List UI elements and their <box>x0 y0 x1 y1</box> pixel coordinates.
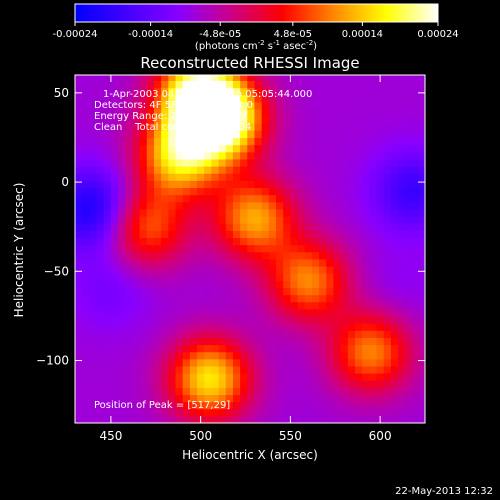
colorbar-units: (photons cm-2 s-1 asec-2) <box>195 39 317 52</box>
detectors-label: Detectors: 4F 5F 6F 7F 8F, Att 0 <box>94 100 253 111</box>
colorbar-tick-label: 0.00014 <box>342 29 383 40</box>
timestamp: 22-May-2013 12:32 <box>395 486 493 497</box>
x-axis-label: Heliocentric X (arcsec) <box>182 448 318 462</box>
peak-position-label: Position of Peak = [517,29] <box>94 400 230 411</box>
y-tick-label: 0 <box>61 175 69 189</box>
colorbar-tick-label: -4.8e-05 <box>199 29 241 40</box>
colorbar-ticks: -0.00024 -0.00014 -4.8e-05 4.8e-05 0.00014 0.… <box>53 22 459 40</box>
colorbar-tick-label: -0.00024 <box>53 29 98 40</box>
clean-counts-label: Clean Total counts: 1.88E+04 <box>94 122 251 133</box>
time-range-label: 1-Apr-2003 04:59:58.000 to 05:05:44.000 <box>103 89 312 100</box>
colorbar-tick-label: -0.00014 <box>128 29 173 40</box>
x-tick-label: 450 <box>99 429 122 443</box>
energy-range-label: Energy Range: 25.0 - 50.0 keV <box>94 111 247 122</box>
y-axis-label: Heliocentric Y (arcsec) <box>12 183 26 318</box>
colorbar-tick-label: 4.8e-05 <box>274 29 312 40</box>
heatmap-image <box>75 75 425 423</box>
y-tick-label: 50 <box>54 86 69 100</box>
colorbar-tick-label: 0.00024 <box>417 29 458 40</box>
colorbar <box>74 3 439 23</box>
x-tick-label: 550 <box>279 429 302 443</box>
x-tick-label: 500 <box>189 429 212 443</box>
y-tick-label: −100 <box>36 354 69 368</box>
x-tick-label: 600 <box>369 429 392 443</box>
plot-frame <box>74 74 426 424</box>
y-tick-label: −50 <box>44 264 69 278</box>
chart-title: Reconstructed RHESSI Image <box>140 54 359 72</box>
